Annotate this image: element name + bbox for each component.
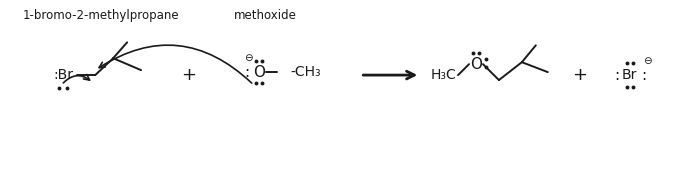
Text: methoxide: methoxide — [234, 9, 297, 22]
Text: :: : — [641, 68, 646, 83]
Text: ⊖: ⊖ — [643, 56, 652, 66]
Text: O: O — [253, 65, 265, 80]
Text: :: : — [244, 65, 249, 80]
Text: -CH₃: -CH₃ — [290, 65, 321, 79]
Text: 1-bromo-2-methylpropane: 1-bromo-2-methylpropane — [23, 9, 179, 22]
Text: :Br: :Br — [53, 68, 74, 82]
Text: H₃C: H₃C — [430, 68, 456, 82]
Text: +: + — [572, 66, 587, 84]
Text: :: : — [614, 68, 619, 83]
Text: Br: Br — [622, 68, 637, 82]
Text: ⊖: ⊖ — [244, 53, 253, 63]
Text: +: + — [181, 66, 197, 84]
Text: O: O — [470, 57, 482, 72]
